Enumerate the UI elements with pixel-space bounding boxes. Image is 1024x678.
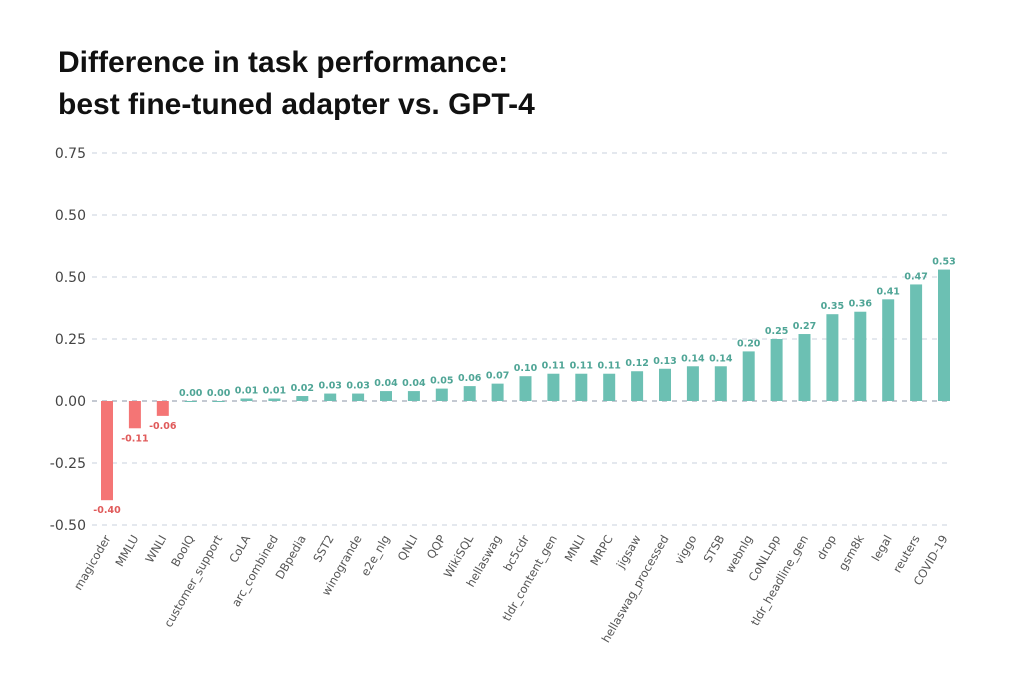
x-tick-label: STSB [701,532,728,565]
data-label: -0.40 [93,505,121,516]
data-label: 0.02 [291,383,314,394]
x-tick-label: tldr_content_gen [499,533,560,624]
data-label: 0.35 [821,301,844,312]
x-tick-label: jigsaw [613,533,644,572]
data-label: 0.14 [709,353,733,364]
data-label: 0.20 [737,338,761,349]
data-label: 0.47 [904,271,927,282]
data-label: 0.53 [932,257,955,268]
data-label: 0.07 [486,371,509,382]
bar-gsm8k [854,311,867,401]
bar-jigsaw [631,371,644,401]
chart-title-line-2: best fine-tuned adapter vs. GPT-4 [58,88,535,121]
bar-tldr_content_gen [547,373,560,401]
data-label: 0.14 [681,353,705,364]
bar-MNLI [575,373,588,401]
bar-QNLI [407,391,420,401]
x-tick-label: CoLA [226,532,253,565]
chart-title-line-1: Difference in task performance: [58,46,508,79]
x-tick-label: BoolQ [168,533,197,570]
bar-bc5cdr [519,376,532,401]
data-label: 0.11 [542,361,565,372]
bar-winogrande [352,393,365,401]
x-tick-label: MMLU [112,533,141,570]
data-label: 0.13 [653,356,676,367]
bar-MMLU [128,401,141,429]
x-tick-label: gsm8k [836,532,868,573]
x-tick-label: MNLI [562,533,588,565]
data-label: 0.10 [514,363,538,374]
data-label: 0.11 [597,361,620,372]
x-tick-label: legal [869,533,895,564]
x-tick-label: MRPC [587,533,616,568]
x-tick-label: magicoder [71,532,114,592]
bar-drop [826,314,839,401]
data-label: 0.36 [849,299,873,310]
bar-webnlg [742,351,755,401]
data-label: 0.06 [458,373,482,384]
x-tick-label: QNLI [395,533,421,564]
data-label: 0.01 [263,386,286,397]
data-label: 0.04 [374,378,398,389]
data-label: -0.06 [149,421,177,432]
bar-BoolQ [184,401,197,402]
x-tick-label: drop [814,533,839,563]
data-label: 0.12 [625,358,648,369]
bar-hellaswag_processed [659,368,671,401]
data-label: 0.01 [235,386,258,397]
data-label: 0.41 [876,286,899,297]
x-tick-label: customer_support [161,532,225,630]
bar-reuters [910,284,923,401]
y-tick-label: 0.50 [55,270,86,286]
data-label: 0.11 [570,361,593,372]
bar-WikiSQL [463,386,476,401]
y-tick-label: -0.25 [50,456,86,472]
x-tick-label: viggo [672,533,700,567]
bar-CoLA [240,398,253,401]
bar-magicoder [101,401,113,501]
bar-customer_support [212,401,225,402]
y-tick-label: -0.50 [50,518,86,534]
data-label: 0.25 [765,326,788,337]
data-label: 0.05 [430,376,453,387]
bar-DBpedia [296,396,309,401]
y-tick-label: 0.25 [55,332,86,348]
bar-SST2 [324,393,337,401]
data-label: 0.00 [179,388,203,399]
bar-arc_combined [268,398,281,401]
y-tick-label: 0.00 [55,394,86,410]
bar-e2e_nlg [380,391,392,401]
bar-MRPC [603,373,616,401]
y-tick-label: 0.75 [55,146,86,162]
bar-STSB [714,366,727,401]
data-label: 0.03 [318,381,341,392]
bar-hellaswag [491,383,504,401]
x-tick-label: QQP [424,532,449,561]
bar-legal [882,299,895,401]
y-tick-label: 0.50 [55,208,86,224]
bar-tldr_headline_gen [798,334,811,401]
bar-QQP [435,388,448,401]
data-label: 0.00 [207,388,231,399]
data-label: 0.27 [793,321,816,332]
x-tick-label: SST2 [310,533,337,565]
bar-viggo [686,366,699,401]
bar-COVID-19 [938,269,950,401]
data-label: 0.04 [402,378,426,389]
data-label: 0.03 [346,381,369,392]
data-label: -0.11 [121,433,148,444]
x-tick-label: WNLI [142,533,169,566]
bar-CoNLLpp [770,339,783,401]
bar-WNLI [156,401,169,416]
